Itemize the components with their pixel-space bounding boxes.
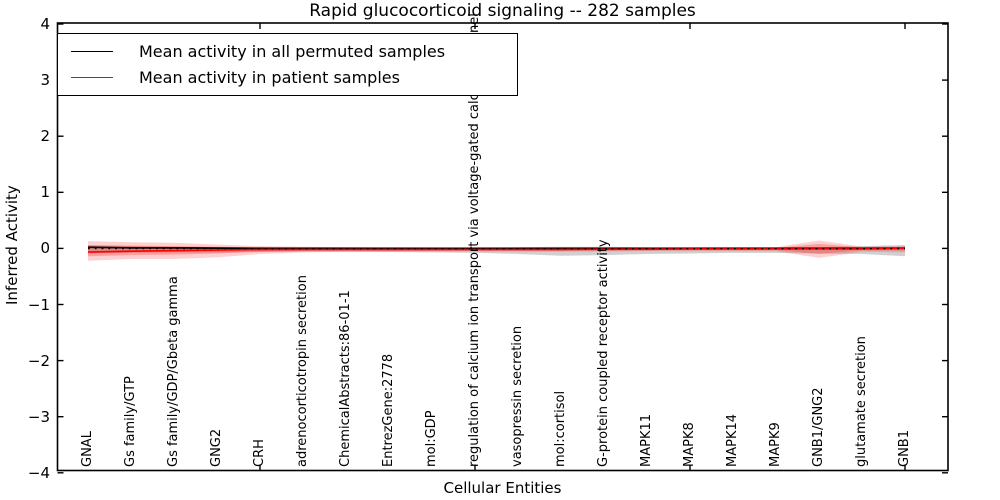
x-category-label: EntrezGene:2778 xyxy=(381,353,396,467)
legend-line-sample xyxy=(71,50,113,52)
x-axis-title: Cellular Entities xyxy=(443,479,562,497)
y-tick-label: 2 xyxy=(40,127,50,146)
y-tick-label: 4 xyxy=(40,15,50,33)
chart-title: Rapid glucocorticoid signaling -- 282 sa… xyxy=(309,1,696,21)
x-category-label: Gs family/GTP xyxy=(123,376,138,467)
x-category-label: ChemicalAbstracts:86-01-1 xyxy=(338,290,353,467)
x-category-label: CRH xyxy=(252,439,267,467)
x-category-label: MAPK9 xyxy=(768,422,783,467)
x-category-label: Gs family/GDP/Gbeta gamma xyxy=(166,276,181,467)
axes-spines xyxy=(56,22,949,472)
x-category-label: MAPK8 xyxy=(682,422,697,467)
x-category-label: MAPK14 xyxy=(725,413,740,467)
legend-item-label: Mean activity in all permuted samples xyxy=(139,41,446,61)
x-category-label: G-protein coupled receptor activity xyxy=(596,239,611,467)
x-category-label: GNB1/GNG2 xyxy=(811,387,826,467)
legend-item-label: Mean activity in patient samples xyxy=(139,68,400,88)
y-tick-label: −3 xyxy=(27,407,50,426)
y-tick-label: 1 xyxy=(40,183,50,202)
x-category-label: vasopressin secretion xyxy=(510,325,525,467)
y-tick-label: −2 xyxy=(27,351,50,370)
patient-samples-spread-outer-band xyxy=(88,240,905,261)
x-category-label: mol:GDP xyxy=(424,410,439,467)
x-category-label: GNB1 xyxy=(897,430,912,467)
x-category-label: mol:cortisol xyxy=(553,390,568,467)
y-tick-label: 0 xyxy=(40,239,50,258)
legend: Mean activity in all permuted samples Mea… xyxy=(57,33,518,96)
legend-item: Mean activity in all permuted samples xyxy=(58,42,517,61)
y-tick-label: −4 xyxy=(27,463,50,482)
x-category-label: adrenocorticotropin secretion xyxy=(295,275,310,467)
x-category-label: MAPK11 xyxy=(639,413,654,467)
y-tick-label: −1 xyxy=(27,295,50,314)
x-category-label: glutamate secretion xyxy=(854,336,869,467)
legend-line-sample xyxy=(71,77,113,79)
x-category-label: GNAL xyxy=(80,431,95,467)
legend-item: Mean activity in patient samples xyxy=(58,68,517,87)
y-tick-label: 3 xyxy=(40,71,50,90)
x-category-label: GNG2 xyxy=(209,428,224,467)
